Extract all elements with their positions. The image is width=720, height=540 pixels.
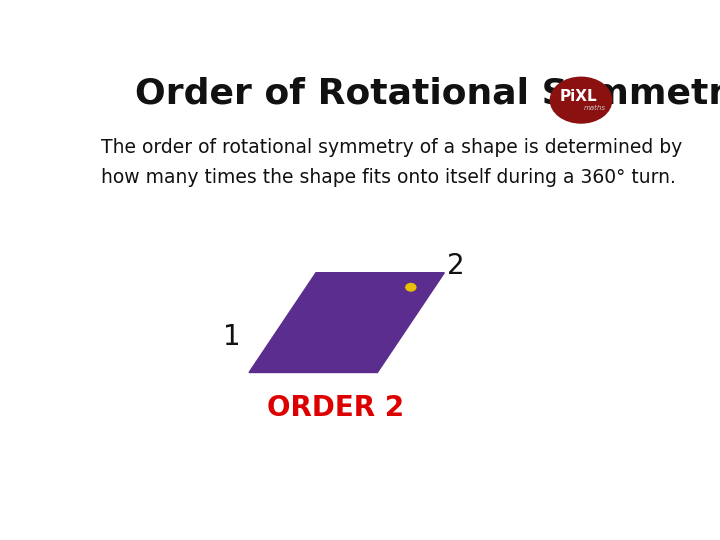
Polygon shape [249, 273, 444, 373]
Text: Order of Rotational Symmetry: Order of Rotational Symmetry [135, 77, 720, 111]
Text: 1: 1 [223, 323, 241, 351]
Text: 2: 2 [446, 253, 464, 280]
Text: how many times the shape fits onto itself during a 360° turn.: how many times the shape fits onto itsel… [101, 167, 676, 186]
Text: The order of rotational symmetry of a shape is determined by: The order of rotational symmetry of a sh… [101, 138, 683, 158]
Text: maths: maths [584, 105, 606, 111]
Text: PiXL: PiXL [559, 89, 597, 104]
Circle shape [550, 77, 612, 123]
Text: ORDER 2: ORDER 2 [267, 394, 404, 422]
Circle shape [406, 284, 416, 291]
